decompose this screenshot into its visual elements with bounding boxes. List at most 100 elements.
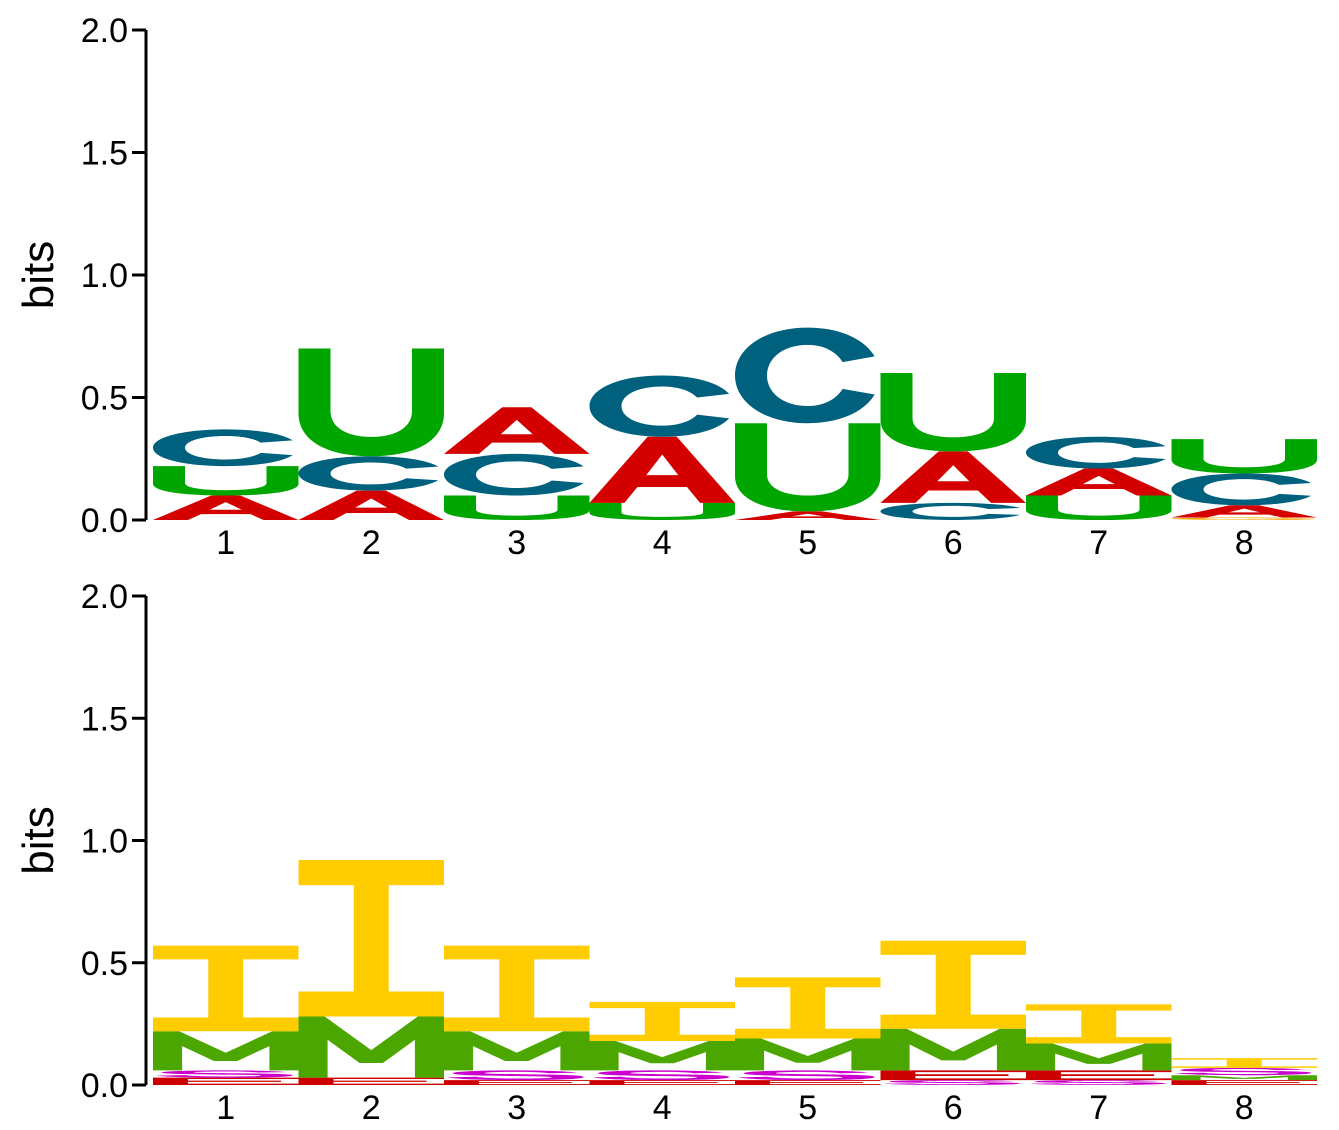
y-tick-label: 1.0 [81,823,128,861]
rna-sequence-logo-panel: 0.0 0.5 1.0 1.5 2.0 bits 1 2 3 4 5 6 7 8 [14,12,1317,562]
glyph-U [1171,439,1317,474]
glyph-I [1171,1058,1317,1068]
logo-stack-position-5 [735,977,881,1085]
glyph-E [153,1077,299,1085]
glyph-U [589,502,735,520]
glyph-U [880,373,1026,452]
logo-stack-position-1 [153,945,299,1085]
glyph-I [1026,1004,1172,1044]
glyph-C [298,456,439,491]
logo-stack-position-7 [1026,1004,1172,1085]
glyph-S [1174,1067,1312,1076]
y-axis-title: bits [14,806,63,874]
x-tick-label: 3 [507,524,526,562]
y-tick-label: 0.0 [81,502,128,540]
glyph-E [298,1077,444,1085]
logo-stack-position-2 [298,348,444,520]
x-tick-label: 2 [362,1089,381,1127]
logo-stack-position-8 [1171,439,1317,520]
y-tick-label: 2.0 [81,12,128,50]
logo-stack-position-4 [589,375,735,520]
glyph-I [880,940,1026,1029]
glyph-E [1026,1070,1172,1081]
glyph-S [737,1070,875,1081]
x-tick-label: 8 [1235,1089,1254,1127]
x-tick-label: 7 [1089,1089,1108,1127]
logo-stack-position-8 [1171,1058,1317,1085]
glyph-I [298,860,444,1017]
glyph-C [735,327,875,424]
glyph-E [589,1080,735,1085]
x-tick-label: 7 [1089,524,1108,562]
x-tick-label: 2 [362,524,381,562]
logo-stack-position-6 [880,940,1026,1085]
logo-stack-position-2 [298,860,444,1085]
glyph-C [589,375,730,437]
glyph-A [589,436,735,503]
y-tick-label: 1.5 [81,135,128,173]
x-tick-label: 5 [798,1089,817,1127]
glyph-I [589,1001,735,1041]
glyph-C [444,453,584,496]
glyph-M [444,1031,590,1071]
y-tick-label: 0.5 [81,945,128,983]
y-tick-label: 1.5 [81,700,128,738]
x-tick-label: 3 [507,1089,526,1127]
y-tick-label: 2.0 [81,578,128,616]
glyph-A [880,451,1026,503]
glyph-M [1026,1043,1172,1071]
glyph-M [298,1016,444,1078]
glyph-U [1026,495,1172,520]
y-tick-label: 0.5 [81,380,128,418]
glyph-S [1028,1080,1166,1085]
glyph-M [153,1031,299,1071]
glyph-C [153,429,293,467]
x-tick-label: 8 [1235,524,1254,562]
logo-stack-position-3 [444,945,590,1085]
glyph-M [880,1028,1026,1071]
glyph-M [589,1040,735,1071]
glyph-A [735,511,881,520]
glyph-C [880,502,1021,520]
x-tick-label: 4 [653,1089,672,1127]
y-tick-label: 0.0 [81,1067,128,1105]
logo-stack-position-4 [589,1001,735,1085]
glyph-S [155,1070,293,1078]
glyph-E [1171,1080,1317,1085]
y-axis-title: bits [14,241,63,309]
glyph-A [153,495,299,520]
glyph-S [446,1070,584,1081]
structure-logo-panel: 0.0 0.5 1.0 1.5 2.0 bits 1 2 3 4 5 6 7 8 [14,578,1317,1127]
x-tick-label: 1 [216,1089,235,1127]
glyph-S [883,1080,1021,1085]
glyph-E [444,1080,590,1085]
glyph-M [735,1038,881,1071]
x-tick-label: 5 [798,524,817,562]
logo-stack-position-1 [153,429,299,520]
glyph-A [1171,505,1317,518]
y-tick-label: 1.0 [81,257,128,295]
glyph-U [153,466,299,496]
glyph-M [1171,1075,1317,1081]
x-tick-label: 6 [944,1089,963,1127]
glyph-C [1171,473,1312,506]
glyph-E [880,1070,1026,1081]
glyph-A [444,407,590,454]
x-tick-label: 6 [944,524,963,562]
glyph-G [1171,517,1315,520]
logo-stack-position-6 [880,373,1026,520]
glyph-U [298,348,444,457]
glyph-A [1026,468,1172,496]
logo-stack-position-7 [1026,436,1172,520]
glyph-U [735,423,881,512]
glyph-C [1026,436,1166,469]
glyph-A [298,490,444,520]
logo-stack-position-5 [735,327,881,520]
glyph-I [444,945,590,1032]
glyph-U [444,495,590,520]
glyph-S [592,1070,730,1081]
logo-stack-position-3 [444,407,590,520]
glyph-E [735,1080,881,1085]
glyph-I [153,945,299,1032]
